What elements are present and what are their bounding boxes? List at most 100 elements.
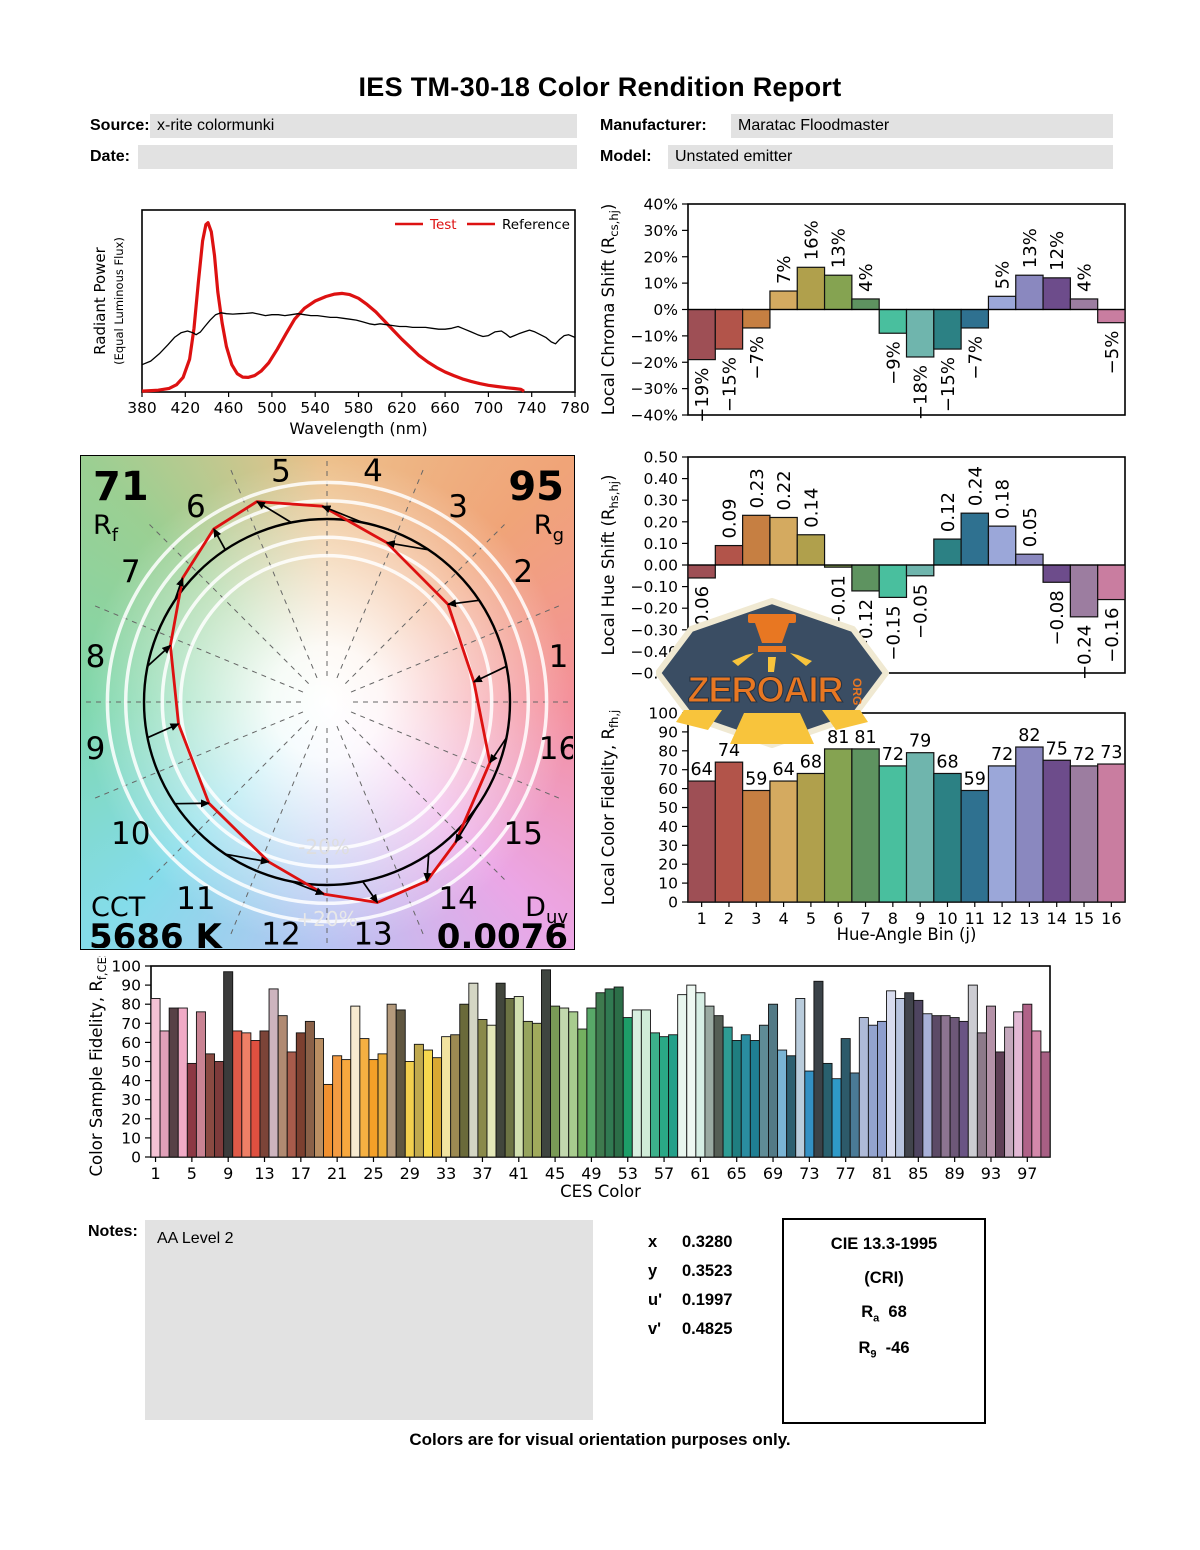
svg-text:620: 620 bbox=[387, 399, 417, 417]
svg-text:700: 700 bbox=[474, 399, 504, 417]
svg-text:40: 40 bbox=[121, 1072, 141, 1090]
u-prime-value: 0.1997 bbox=[682, 1291, 733, 1309]
svg-text:−18%: −18% bbox=[911, 365, 932, 420]
v-prime-value: 0.4825 bbox=[682, 1320, 733, 1338]
svg-text:13: 13 bbox=[254, 1164, 274, 1183]
svg-text:Hue-Angle Bin (j): Hue-Angle Bin (j) bbox=[837, 925, 977, 944]
svg-text:11: 11 bbox=[176, 881, 215, 917]
svg-text:10: 10 bbox=[121, 1129, 141, 1147]
svg-text:(Equal Luminous Flux): (Equal Luminous Flux) bbox=[112, 237, 126, 365]
svg-text:59: 59 bbox=[745, 769, 767, 789]
svg-text:10: 10 bbox=[937, 909, 957, 928]
chromaticity-row-u: u' 0.1997 bbox=[648, 1291, 778, 1320]
svg-text:20%: 20% bbox=[644, 248, 678, 266]
svg-text:−0.08: −0.08 bbox=[1047, 590, 1068, 645]
svg-text:8: 8 bbox=[86, 639, 106, 675]
svg-text:11: 11 bbox=[965, 909, 985, 928]
svg-text:8: 8 bbox=[888, 909, 898, 928]
page-title: IES TM-30-18 Color Rendition Report bbox=[358, 72, 842, 102]
svg-text:3: 3 bbox=[751, 909, 761, 928]
svg-text:45: 45 bbox=[545, 1164, 565, 1183]
svg-text:13: 13 bbox=[353, 916, 392, 948]
svg-text:13%: 13% bbox=[1020, 228, 1041, 268]
svg-text:9: 9 bbox=[86, 731, 106, 767]
svg-text:6: 6 bbox=[833, 909, 843, 928]
svg-text:73: 73 bbox=[799, 1164, 819, 1183]
svg-text:21: 21 bbox=[327, 1164, 347, 1183]
svg-text:89: 89 bbox=[944, 1164, 964, 1183]
svg-text:−0.24: −0.24 bbox=[1075, 625, 1096, 680]
svg-text:780: 780 bbox=[560, 399, 590, 417]
y-label: y bbox=[648, 1262, 658, 1280]
svg-text:Wavelength (nm): Wavelength (nm) bbox=[289, 419, 427, 438]
ra-value: 68 bbox=[888, 1303, 907, 1321]
svg-text:+20%: +20% bbox=[296, 907, 357, 931]
svg-text:−15%: −15% bbox=[938, 357, 959, 412]
cri-ra-row: Ra 68 bbox=[784, 1303, 984, 1324]
svg-text:0.24: 0.24 bbox=[965, 466, 986, 506]
svg-text:65: 65 bbox=[727, 1164, 747, 1183]
footer-disclaimer: Colors are for visual orientation purpos… bbox=[409, 1430, 791, 1449]
svg-text:0.0076: 0.0076 bbox=[437, 917, 568, 948]
svg-text:64: 64 bbox=[691, 760, 713, 780]
svg-text:73: 73 bbox=[1100, 743, 1122, 763]
svg-text:85: 85 bbox=[908, 1164, 928, 1183]
svg-text:72: 72 bbox=[1073, 745, 1095, 765]
svg-text:−10%: −10% bbox=[631, 327, 678, 345]
svg-text:15: 15 bbox=[504, 816, 543, 852]
svg-text:−0.05: −0.05 bbox=[911, 584, 932, 639]
svg-text:10: 10 bbox=[658, 875, 678, 893]
svg-text:380: 380 bbox=[127, 399, 157, 417]
svg-text:0.22: 0.22 bbox=[774, 470, 795, 510]
chromaticity-row-x: x 0.3280 bbox=[648, 1233, 778, 1262]
svg-text:5: 5 bbox=[806, 909, 816, 928]
svg-text:53: 53 bbox=[618, 1164, 638, 1183]
svg-text:13%: 13% bbox=[829, 228, 850, 268]
ra-sub: a bbox=[873, 1312, 880, 1325]
svg-text:740: 740 bbox=[517, 399, 547, 417]
svg-text:30%: 30% bbox=[644, 222, 678, 240]
svg-text:0.50: 0.50 bbox=[643, 449, 678, 467]
model-field: Unstated emitter bbox=[668, 145, 1113, 169]
svg-text:1: 1 bbox=[150, 1164, 160, 1183]
svg-text:16: 16 bbox=[1101, 909, 1121, 928]
model-label: Model: bbox=[600, 148, 652, 165]
svg-text:10: 10 bbox=[111, 816, 150, 852]
source-label: Source: bbox=[90, 117, 150, 134]
svg-text:7: 7 bbox=[860, 909, 870, 928]
svg-text:4%: 4% bbox=[856, 263, 877, 292]
svg-text:79: 79 bbox=[909, 732, 931, 752]
svg-text:−0.40: −0.40 bbox=[631, 643, 679, 661]
svg-text:72: 72 bbox=[882, 745, 904, 765]
svg-text:33: 33 bbox=[436, 1164, 456, 1183]
svg-text:0.09: 0.09 bbox=[719, 498, 740, 538]
svg-text:80: 80 bbox=[658, 742, 678, 760]
color-vector-graphic: -20% +20% 1 2 3 4 5 6 7 8 9 10 11 12 13 14 15 16 71 Rf 95 Rg C… bbox=[75, 450, 579, 957]
svg-text:14: 14 bbox=[438, 881, 477, 917]
svg-text:−0.16: −0.16 bbox=[1102, 608, 1123, 663]
svg-text:80: 80 bbox=[121, 996, 141, 1014]
svg-text:20: 20 bbox=[121, 1110, 141, 1128]
svg-text:0.20: 0.20 bbox=[643, 513, 678, 531]
logo-org-text: ORG bbox=[850, 678, 864, 705]
svg-text:2: 2 bbox=[513, 554, 533, 590]
svg-text:68: 68 bbox=[936, 752, 958, 772]
source-field: x-rite colormunki bbox=[150, 114, 577, 138]
svg-text:1: 1 bbox=[697, 909, 707, 928]
svg-text:6: 6 bbox=[186, 489, 206, 525]
svg-text:4%: 4% bbox=[1075, 263, 1096, 292]
x-label: x bbox=[648, 1233, 658, 1251]
svg-text:81: 81 bbox=[872, 1164, 892, 1183]
svg-text:12%: 12% bbox=[1047, 231, 1068, 271]
notes-field: AA Level 2 bbox=[145, 1220, 593, 1420]
svg-text:−15%: −15% bbox=[719, 357, 740, 412]
svg-text:540: 540 bbox=[300, 399, 330, 417]
svg-text:0.14: 0.14 bbox=[801, 488, 822, 528]
svg-text:0: 0 bbox=[131, 1149, 141, 1167]
svg-text:30: 30 bbox=[121, 1091, 141, 1109]
cri-box: CIE 13.3-1995 (CRI) Ra 68 R9 -46 bbox=[782, 1218, 986, 1424]
svg-text:−40%: −40% bbox=[631, 407, 678, 425]
date-label: Date: bbox=[90, 148, 131, 165]
ra-label: R bbox=[861, 1303, 874, 1321]
svg-text:Duv: Duv bbox=[525, 892, 568, 928]
